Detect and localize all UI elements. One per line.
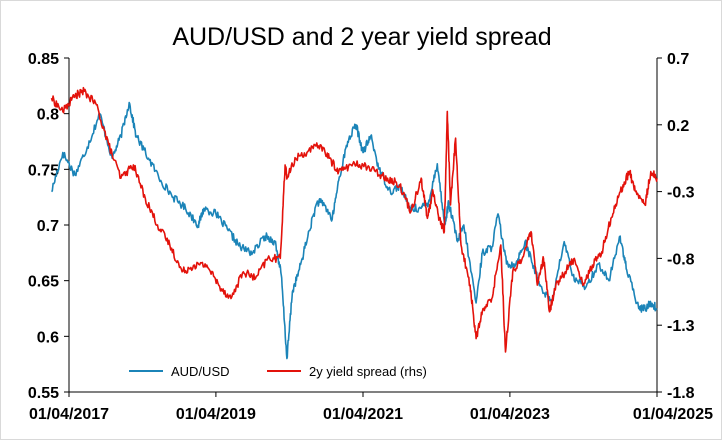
right-tick-label: -0.8	[667, 251, 695, 268]
legend-label-audusd: AUD/USD	[171, 364, 230, 379]
series-layer	[50, 86, 658, 360]
right-tick-label: 0.2	[667, 118, 689, 135]
x-tick-label: 01/04/2019	[176, 406, 256, 423]
series-line-2y-yield-spread-rhs	[50, 86, 658, 353]
legend: AUD/USD 2y yield spread (rhs)	[129, 364, 427, 379]
left-tick-label: 0.55	[28, 385, 59, 402]
x-tick-label: 01/04/2025	[633, 406, 713, 423]
left-tick-label: 0.7	[37, 218, 59, 235]
right-tick-label: -0.3	[667, 185, 695, 202]
x-tick-label: 01/04/2017	[29, 406, 109, 423]
x-tick-label: 01/04/2021	[323, 406, 403, 423]
right-tick-label: -1.3	[667, 318, 695, 335]
x-tick-label: 01/04/2023	[470, 406, 550, 423]
left-tick-label: 0.75	[28, 162, 59, 179]
left-tick-label: 0.6	[37, 329, 59, 346]
left-tick-label: 0.8	[37, 107, 59, 124]
series-line-aud-usd	[50, 101, 658, 360]
chart-title: AUD/USD and 2 year yield spread	[172, 23, 551, 51]
left-tick-label: 0.65	[28, 274, 59, 291]
right-axis-ticks: 0.7 0.2 -0.3 -0.8 -1.3 -1.8	[657, 51, 695, 402]
right-tick-label: -1.8	[667, 385, 695, 402]
left-tick-label: 0.85	[28, 51, 59, 68]
right-tick-label: 0.7	[667, 51, 689, 68]
x-axis-ticks: 01/04/2017 01/04/2019 01/04/2021 01/04/2023…	[29, 392, 713, 423]
left-axis-ticks: 0.85 0.8 0.75 0.7 0.65 0.6 0.55	[28, 51, 69, 402]
legend-label-yield-spread: 2y yield spread (rhs)	[309, 364, 427, 379]
